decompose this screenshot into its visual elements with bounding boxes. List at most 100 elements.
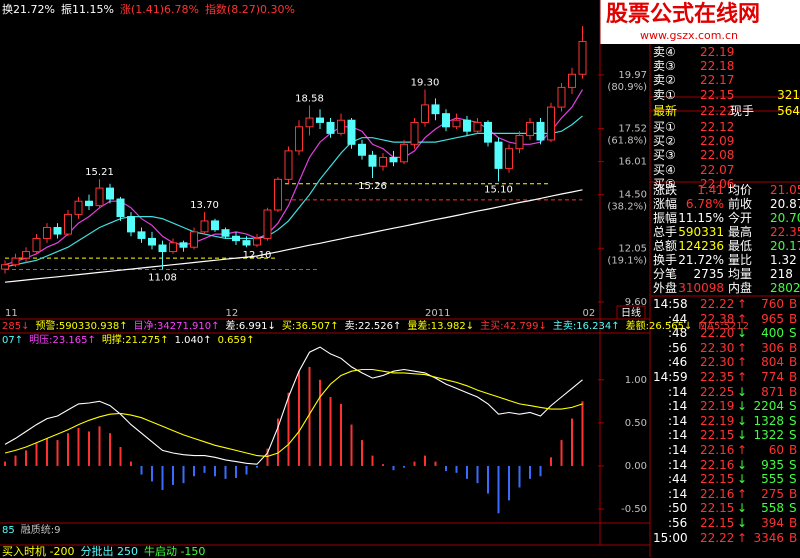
bottom-info-item: 融质统:9 — [20, 525, 61, 536]
stat-label: 最低 — [728, 239, 753, 253]
trade-dir: ↓ — [737, 399, 748, 414]
candle-body — [494, 141, 503, 169]
stat-label: 均量 — [728, 267, 753, 281]
candle-body — [22, 251, 30, 259]
candle-body — [557, 86, 566, 108]
stat-label: 前收 — [728, 197, 753, 211]
candle-body — [379, 156, 387, 167]
trade-dir: ↑ — [737, 443, 748, 457]
price-annotation: 15.10 — [484, 185, 513, 196]
trade-time: :14 — [668, 486, 688, 501]
indicator-item: 主卖:16.234↑ — [552, 321, 620, 332]
trade-time: :56 — [668, 516, 688, 530]
trade-side: S — [789, 326, 797, 341]
order-price: 22.15 — [700, 87, 735, 102]
trade-volume: 306 — [761, 340, 784, 355]
indicator-item: 差:6.991↓ — [225, 321, 276, 332]
macd-info-bar: 07↑ 明压:23.165↑ 明撑:21.275↑ 1.040↑ 0.659↑ — [2, 334, 261, 347]
bottom-info-bar: 85 融质统:9 — [2, 524, 66, 537]
y-tick-label: 1.00 — [625, 375, 647, 386]
stat-value: 21.05 — [770, 183, 800, 197]
y-tick-label: 12.05 — [618, 243, 647, 254]
stat-value: 20.87 — [770, 197, 800, 211]
trade-price: 22.30 — [700, 340, 735, 355]
stat-value: 590331 — [678, 225, 724, 239]
price-annotation: 19.30 — [411, 78, 440, 89]
trade-dir: ↑ — [737, 340, 748, 355]
trade-dir: ↓ — [737, 516, 748, 530]
candle-body — [578, 40, 587, 75]
header-item: 振11.15% — [60, 3, 114, 16]
stat-label: 换手 — [653, 253, 678, 267]
order-label: 买① — [653, 120, 676, 134]
trade-time: :14 — [668, 384, 688, 399]
candle-body — [337, 119, 345, 134]
order-label: 买⑤ — [653, 176, 676, 191]
date-label: 12 — [226, 308, 239, 319]
date-label: 11 — [5, 308, 18, 319]
stat-value: 21.72% — [678, 253, 724, 267]
trade-time: 15:00 — [653, 530, 688, 545]
macd-info-item: 1.040↑ — [174, 335, 212, 346]
order-price: 22.07 — [700, 162, 735, 177]
y-tick-label: 9.60 — [625, 297, 647, 308]
indicator-item: MA5:5212 — [698, 321, 750, 332]
order-price: 22.19 — [700, 45, 735, 59]
candle-body — [64, 213, 72, 235]
stat-value: 6.78% — [685, 197, 724, 211]
candle-body — [431, 104, 440, 115]
order-volume: 564 — [777, 103, 800, 118]
trade-volume: 3346 — [753, 530, 784, 545]
trade-volume: 2204 — [753, 399, 784, 414]
candle-body — [568, 73, 576, 88]
order-volume: 321 — [777, 87, 800, 102]
trade-volume: 760 — [761, 297, 784, 311]
stat-value: 218 — [770, 267, 793, 281]
candle-body — [515, 135, 524, 150]
trade-dir: ↑ — [737, 297, 748, 311]
candle-body — [358, 143, 366, 156]
order-label: 最新 — [653, 103, 678, 118]
stat-value: 2735 — [693, 267, 724, 281]
candle-body — [305, 117, 314, 128]
trade-side: B — [789, 297, 798, 311]
candle-body — [368, 154, 377, 167]
trade-dir: ↑ — [737, 530, 748, 545]
trade-time: :14 — [668, 399, 688, 414]
candle-body — [316, 117, 324, 123]
trade-volume: 965 — [761, 311, 784, 326]
candle-body — [389, 156, 398, 163]
price-annotation: 18.58 — [295, 93, 324, 104]
candle-body — [232, 235, 240, 242]
candle-body — [253, 237, 261, 246]
candle-body — [32, 237, 41, 253]
order-label: 卖④ — [653, 45, 676, 59]
price-annotation: 11.08 — [148, 273, 177, 284]
price-annotation: 15.21 — [85, 167, 114, 178]
order-label: 买④ — [653, 162, 676, 177]
candle-body — [11, 257, 20, 266]
order-price: 22.22 — [700, 103, 735, 118]
stat-value: 124236 — [678, 239, 724, 253]
stat-value: 310098 — [678, 281, 724, 295]
trade-dir: ↑ — [737, 486, 748, 501]
indicator-item: 量差:13.982↓ — [407, 321, 475, 332]
macd-line — [4, 346, 583, 465]
trade-price: 22.38 — [700, 311, 735, 326]
y-tick-label: 19.97 — [618, 70, 647, 81]
candle-body — [211, 220, 219, 231]
trade-time: :50 — [668, 501, 688, 516]
stat-label: 振幅 — [653, 211, 678, 225]
trade-side: S — [789, 428, 797, 443]
order-label: 卖② — [653, 73, 676, 88]
trade-time: :48 — [668, 326, 688, 341]
trade-price: 22.15 — [700, 501, 735, 516]
trade-volume: 555 — [761, 472, 784, 487]
order-label: 卖① — [653, 87, 676, 102]
trade-volume: 1322 — [753, 428, 784, 443]
candle-body — [116, 198, 125, 218]
candle-body — [484, 121, 492, 143]
candle-body — [463, 119, 471, 132]
candle-body — [200, 220, 209, 233]
